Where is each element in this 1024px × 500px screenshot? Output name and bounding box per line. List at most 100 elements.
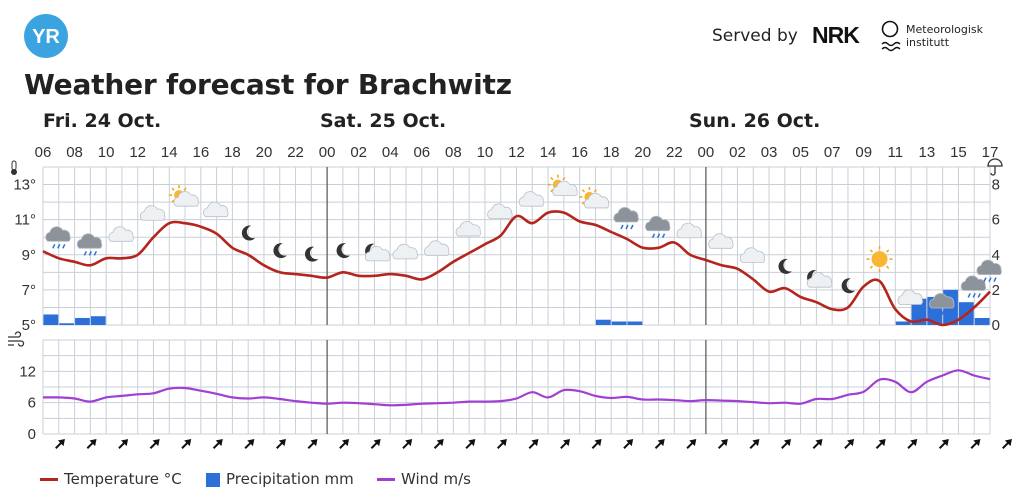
weather-rain-icon — [976, 259, 1002, 282]
arrow-northeast-icon — [244, 439, 255, 449]
legend-precipitation-label: Precipitation mm — [226, 470, 354, 488]
hour-tick-label: 08 — [445, 144, 462, 161]
met-name-line2: institutt — [906, 36, 950, 49]
hour-tick-label: 09 — [855, 144, 872, 161]
arrow-northeast-icon — [938, 439, 949, 449]
day-label-sun: Sun. 26 Oct. — [689, 110, 821, 132]
hour-tick-label: 20 — [256, 144, 273, 161]
precip-axis-label: 6 — [992, 212, 1000, 229]
hour-tick-label: 17 — [982, 144, 999, 161]
arrow-northeast-icon — [686, 439, 697, 449]
hour-tick-label: 02 — [729, 144, 746, 161]
hour-tick-label: 10 — [98, 144, 115, 161]
precip-bar — [595, 319, 611, 325]
precip-bar — [974, 317, 990, 325]
precip-bar — [90, 316, 106, 325]
arrow-northeast-icon — [402, 439, 413, 449]
hour-tick-label: 00 — [319, 144, 336, 161]
hour-tick-label: 16 — [571, 144, 588, 161]
hour-tick-label: 06 — [35, 144, 52, 161]
arrow-northeast-icon — [370, 439, 381, 449]
arrow-northeast-icon — [528, 439, 539, 449]
weather-cloudy-icon — [424, 240, 450, 256]
page-title: Weather forecast for Brachwitz — [24, 68, 512, 101]
hour-tick-label: 15 — [950, 144, 967, 161]
weather-cloudy-icon — [518, 191, 545, 207]
weather-cloudy-icon — [108, 226, 134, 242]
hour-tick-label: 22 — [666, 144, 683, 161]
temp-axis-label: 13° — [13, 177, 36, 194]
arrow-northeast-icon — [781, 439, 791, 449]
precip-bar — [611, 321, 627, 325]
weather-cloudy-icon — [455, 221, 481, 237]
legend-precipitation: Precipitation mm — [206, 470, 354, 488]
temp-axis-label: 11° — [14, 212, 36, 229]
arrow-northeast-icon — [212, 439, 223, 449]
wind-axis-label: 6 — [28, 395, 36, 412]
yr-logo[interactable]: YR — [24, 14, 68, 58]
weather-cloudy-icon — [392, 243, 418, 260]
precip-bar — [627, 321, 643, 325]
arrow-northeast-icon — [496, 439, 507, 449]
hour-tick-label: 02 — [350, 144, 367, 161]
weather-moon-icon — [273, 243, 287, 259]
legend-wind-label: Wind m/s — [401, 470, 471, 488]
arrow-northeast-icon — [844, 439, 855, 449]
arrow-northeast-icon — [560, 439, 571, 449]
day-label-fri: Fri. 24 Oct. — [43, 110, 162, 132]
hour-tick-label: 14 — [540, 144, 557, 161]
hour-tick-label: 13 — [919, 144, 936, 161]
weather-partly-sunny-icon — [169, 185, 199, 207]
weather-cloudy-icon — [708, 233, 734, 249]
hour-tick-label: 03 — [761, 144, 778, 161]
arrow-northeast-icon — [307, 439, 318, 449]
legend-wind-swatch — [377, 478, 395, 481]
precip-axis-label: 8 — [992, 177, 1000, 194]
nrk-logo[interactable]: NRK — [812, 22, 868, 46]
precip-bar — [43, 314, 59, 325]
wind-icon — [8, 331, 25, 347]
precip-axis-label: 0 — [992, 317, 1000, 334]
umbrella-icon — [987, 158, 1003, 176]
arrow-northeast-icon — [339, 439, 350, 449]
legend-temperature-swatch — [40, 478, 58, 481]
arrow-northeast-icon — [55, 439, 65, 449]
weather-moon-cloud-icon — [806, 269, 833, 288]
arrow-northeast-icon — [812, 439, 823, 449]
weather-moon-icon — [778, 258, 792, 274]
weather-moon-cloud-icon — [364, 243, 391, 262]
wind-axis-label: 0 — [28, 426, 36, 443]
weather-cloudy-icon — [739, 247, 766, 263]
arrow-northeast-icon — [875, 439, 886, 449]
weather-rain-icon — [613, 207, 639, 230]
met-institute-logo[interactable] — [880, 20, 902, 54]
weather-cloudy-icon — [139, 205, 166, 221]
weather-partly-sunny-icon — [579, 186, 610, 209]
precip-axis-label: 2 — [992, 282, 1000, 299]
arrow-northeast-icon — [591, 439, 602, 449]
arrow-northeast-icon — [654, 439, 665, 449]
weather-moon-icon — [841, 278, 855, 294]
hour-tick-label: 14 — [161, 144, 178, 161]
temperature-line — [42, 210, 991, 327]
arrow-northeast-icon — [149, 439, 160, 449]
wind-line — [42, 369, 991, 407]
precip-bar — [75, 317, 90, 325]
hour-tick-label: 05 — [792, 144, 809, 161]
weather-sun-icon — [866, 246, 893, 273]
hour-tick-label: 00 — [698, 144, 715, 161]
hour-tick-label: 16 — [192, 144, 209, 161]
met-institute-name: Meteorologisk institutt — [906, 23, 983, 49]
legend-temperature: Temperature °C — [40, 470, 182, 488]
weather-moon-icon — [304, 246, 319, 262]
hour-tick-label: 08 — [66, 144, 83, 161]
hour-tick-label: 12 — [129, 144, 146, 161]
thermometer-icon — [11, 160, 17, 175]
weather-cloudy-icon — [676, 222, 702, 239]
arrow-northeast-icon — [970, 439, 981, 449]
hour-tick-label: 07 — [824, 144, 841, 161]
svg-text:YR: YR — [32, 26, 60, 48]
precip-bar — [895, 321, 911, 325]
weather-rain-icon — [76, 233, 103, 256]
arrow-northeast-icon — [465, 439, 476, 449]
